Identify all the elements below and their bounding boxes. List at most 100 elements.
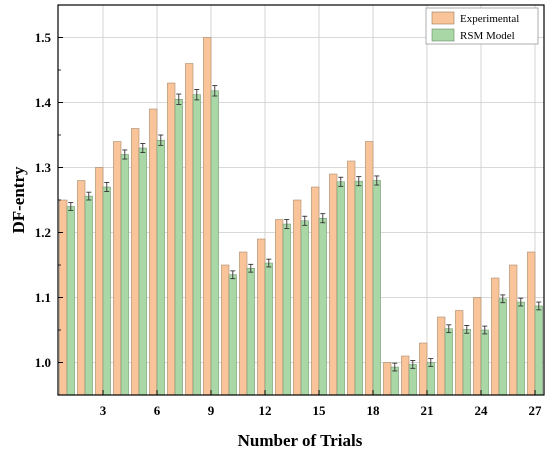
bar-rsm-model xyxy=(444,328,453,396)
error-bar-rsm-model xyxy=(356,176,362,187)
bar-rsm-model xyxy=(516,301,525,396)
y-tick-label: 1.3 xyxy=(35,160,52,175)
bar-rsm-model xyxy=(318,217,327,396)
error-bar-rsm-model xyxy=(140,142,146,154)
bar-experimental xyxy=(365,141,374,396)
bar-experimental xyxy=(293,199,302,396)
bar-rsm-model xyxy=(66,206,75,396)
error-bar-rsm-model xyxy=(122,149,128,160)
bar-experimental xyxy=(473,297,482,396)
legend-swatch-experimental xyxy=(431,11,455,25)
bar-rsm-model xyxy=(102,186,111,396)
bar-experimental xyxy=(437,316,446,396)
bar-rsm-model xyxy=(408,364,417,396)
bar-experimental xyxy=(455,310,464,396)
bar-experimental xyxy=(203,37,212,396)
y-tick-label: 1.5 xyxy=(35,30,52,45)
x-tick-label: 21 xyxy=(421,403,434,418)
error-bar-rsm-model xyxy=(500,294,506,304)
bar-rsm-model xyxy=(336,181,345,396)
error-bar-rsm-model xyxy=(284,219,290,230)
legend-swatch-rsm-model xyxy=(431,28,455,42)
error-bar-rsm-model xyxy=(302,215,308,226)
error-bar-rsm-model xyxy=(158,134,164,146)
error-bar-rsm-model xyxy=(194,89,200,101)
bar-rsm-model xyxy=(174,99,183,396)
error-bar-rsm-model xyxy=(536,301,542,311)
error-bar-rsm-model xyxy=(212,85,218,97)
bar-rsm-model xyxy=(156,139,165,396)
bar-experimental xyxy=(113,141,122,396)
error-bar-rsm-model xyxy=(338,176,344,187)
x-axis: 3 6 9 12 15 18 21 24 27 xyxy=(100,390,542,418)
x-axis-title: Number of Trials xyxy=(238,431,363,450)
bar-rsm-model xyxy=(426,362,435,396)
x-tick-label: 6 xyxy=(154,403,161,418)
error-bar-rsm-model xyxy=(392,362,398,372)
bar-experimental xyxy=(383,362,392,396)
bar-rsm-model xyxy=(462,329,471,396)
error-bar-rsm-model xyxy=(266,258,272,268)
bar-rsm-model xyxy=(534,305,543,396)
x-tick-label: 15 xyxy=(313,403,327,418)
error-bar-rsm-model xyxy=(176,93,182,105)
legend: Experimental RSM Model xyxy=(425,7,539,45)
bar-experimental xyxy=(77,180,86,396)
bar-experimental xyxy=(221,264,230,396)
y-tick-label: 1.2 xyxy=(35,225,51,240)
x-tick-label: 12 xyxy=(259,403,272,418)
bar-rsm-model xyxy=(498,298,507,396)
bar-experimental xyxy=(149,108,158,396)
error-bar-rsm-model xyxy=(428,358,434,367)
bar-experimental xyxy=(419,342,428,396)
bar-experimental xyxy=(527,251,536,396)
error-bar-rsm-model xyxy=(464,325,470,334)
y-tick-label: 1.0 xyxy=(35,355,51,370)
legend-label-rsm-model: RSM Model xyxy=(460,30,515,42)
error-bar-rsm-model xyxy=(86,191,92,201)
x-tick-label: 9 xyxy=(208,403,215,418)
error-bar-rsm-model xyxy=(482,325,488,335)
error-bar-rsm-model xyxy=(410,360,416,369)
y-tick-label: 1.4 xyxy=(35,95,52,110)
bar-experimental xyxy=(239,251,248,396)
error-bar-rsm-model xyxy=(68,202,74,211)
bar-rsm-model xyxy=(84,195,93,396)
bar-experimental xyxy=(167,82,176,396)
bar-rsm-model xyxy=(282,223,291,396)
bar-rsm-model xyxy=(120,154,129,396)
error-bars xyxy=(68,85,542,372)
bar-experimental xyxy=(257,238,266,396)
error-bar-rsm-model xyxy=(230,270,236,280)
bar-rsm-model xyxy=(210,90,219,396)
legend-label-experimental: Experimental xyxy=(460,13,519,25)
bar-rsm-model xyxy=(480,329,489,396)
bar-experimental xyxy=(95,167,104,396)
bar-rsm-model xyxy=(192,94,201,396)
error-bar-rsm-model xyxy=(320,213,326,224)
bar-rsm-model xyxy=(354,180,363,396)
bar-rsm-model xyxy=(138,147,147,396)
x-tick-label: 27 xyxy=(529,403,543,418)
bar-experimental xyxy=(347,160,356,396)
error-bar-rsm-model xyxy=(248,263,254,273)
bar-experimental xyxy=(509,264,518,396)
bar-rsm-model xyxy=(264,262,273,396)
bar-experimental xyxy=(275,219,284,396)
y-axis: 1.0 1.1 1.2 1.3 1.4 1.5 xyxy=(35,30,63,370)
y-axis-title: DF-entry xyxy=(9,166,28,234)
bar-experimental xyxy=(131,128,140,396)
x-tick-label: 18 xyxy=(367,403,381,418)
bar-rsm-model xyxy=(228,274,237,396)
error-bar-rsm-model xyxy=(518,297,524,307)
x-tick-label: 24 xyxy=(475,403,489,418)
bar-rsm-model xyxy=(246,268,255,396)
y-tick-label: 1.1 xyxy=(35,290,51,305)
bar-experimental xyxy=(311,186,320,396)
bar-rsm-model xyxy=(372,180,381,396)
bar-experimental xyxy=(185,63,194,396)
bar-experimental xyxy=(401,355,410,396)
x-tick-label: 3 xyxy=(100,403,107,418)
bar-experimental xyxy=(329,173,338,396)
